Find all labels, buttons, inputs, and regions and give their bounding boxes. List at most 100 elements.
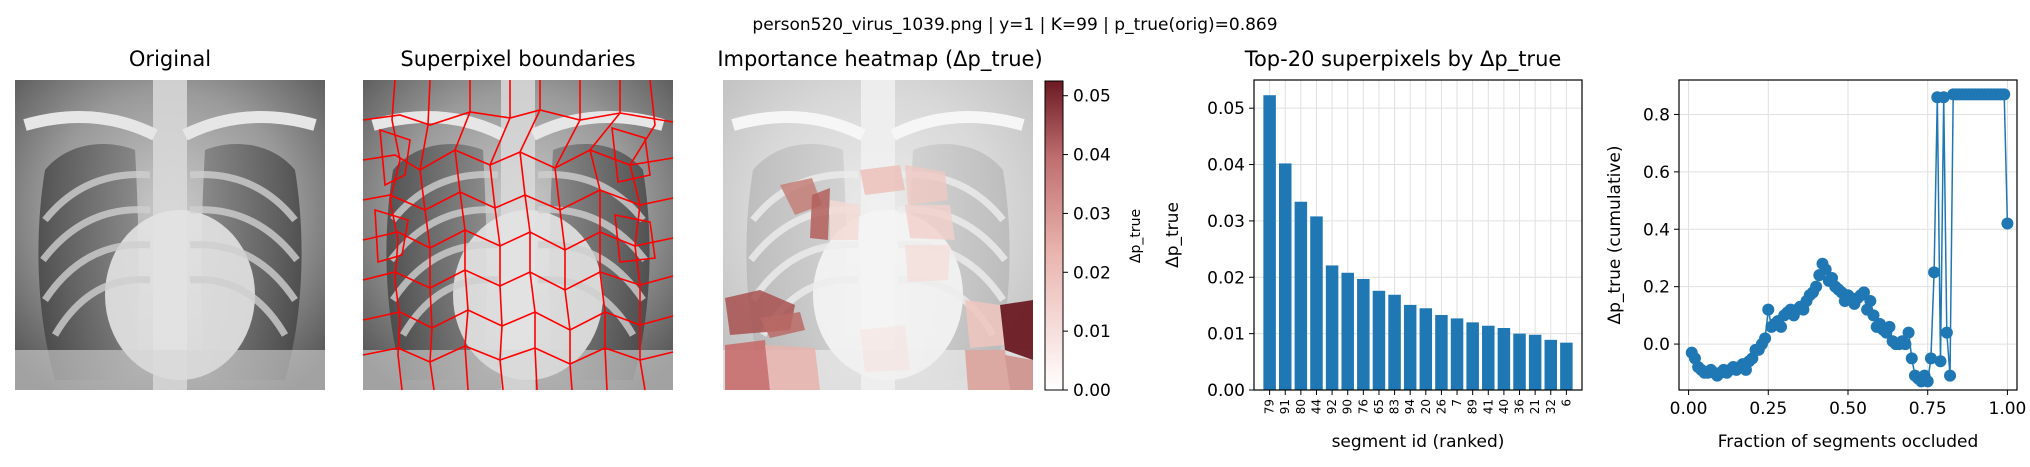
line-chart-grid xyxy=(1679,80,2017,390)
bar-ytick-label: 0.00 xyxy=(1207,381,1245,401)
bar-chart-frame xyxy=(1253,79,1583,391)
colorbar-tick-label: 0.05 xyxy=(1073,87,1111,107)
line-point xyxy=(2001,217,2014,230)
line-point xyxy=(1819,263,1832,276)
bar-xtick-label: 41 xyxy=(1481,399,1495,414)
bar-26 xyxy=(1435,315,1448,390)
line-point xyxy=(1944,369,1957,382)
panel-superpixel: Superpixel boundaries xyxy=(362,47,674,391)
colorbar-tick-label: 0.00 xyxy=(1073,381,1111,401)
line-point xyxy=(1998,88,2011,101)
line-point xyxy=(1934,355,1947,368)
line-point xyxy=(1940,326,1953,339)
panel-heatmap-title: Importance heatmap (Δp_true) xyxy=(717,47,1042,72)
colorbar-label: Δp_true xyxy=(1128,209,1144,263)
bar-chart: Top-20 superpixels by Δp_true 0.000.010.… xyxy=(1163,47,1583,452)
superpixel-image xyxy=(362,79,674,391)
bar-xtick-label: 83 xyxy=(1388,399,1402,414)
line-chart-xlabel: Fraction of segments occluded xyxy=(1718,432,1979,452)
line-point xyxy=(1810,280,1823,293)
heatmap-image xyxy=(723,80,1033,390)
panel-original-title: Original xyxy=(129,47,211,71)
bar-chart-yticks: 0.00 0.01 0.02 0.03 0.04 0.05 xyxy=(1207,99,1254,401)
bar-xtick-label: 44 xyxy=(1309,399,1323,414)
line-point xyxy=(1928,266,1941,279)
line-ytick-label: 0.2 xyxy=(1643,278,1670,298)
line-point xyxy=(1924,352,1937,365)
line-point xyxy=(1867,309,1880,322)
bar-xtick-label: 80 xyxy=(1294,399,1308,414)
bar-chart-xlabel: segment id (ranked) xyxy=(1332,432,1505,452)
bar-94 xyxy=(1403,304,1417,390)
line-chart-xticks: 0.00 0.25 0.50 0.75 1.00 xyxy=(1670,390,2027,419)
panel-superpixel-title: Superpixel boundaries xyxy=(400,47,635,71)
line-point xyxy=(1883,320,1896,333)
bar-xtick-label: 65 xyxy=(1372,399,1386,414)
line-chart-ylabel: Δp_true (cumulative) xyxy=(1605,146,1625,325)
bar-xtick-label: 90 xyxy=(1341,399,1355,414)
bar-xtick-label: 6 xyxy=(1559,399,1573,407)
line-xtick-label: 0.00 xyxy=(1670,399,1708,419)
figure-suptitle: person520_virus_1039.png | y=1 | K=99 | … xyxy=(752,15,1277,35)
heatmap-segments xyxy=(725,165,1033,390)
line-chart-series xyxy=(1685,88,2014,388)
heatmap-colorbar: 0.00 0.01 0.02 0.03 0.04 0.05 Δp_true xyxy=(1044,80,1144,401)
panel-heatmap: Importance heatmap (Δp_true) xyxy=(717,47,1144,401)
line-ytick-label: 0.8 xyxy=(1643,105,1670,125)
bar-65 xyxy=(1372,290,1386,390)
bar-ytick-label: 0.03 xyxy=(1207,212,1245,232)
bar-xtick-label: 94 xyxy=(1403,399,1417,414)
line-ytick-label: 0.4 xyxy=(1643,220,1670,240)
colorbar-gradient xyxy=(1044,80,1064,391)
bar-76 xyxy=(1357,278,1370,390)
line-point xyxy=(1857,286,1870,299)
bar-ytick-label: 0.04 xyxy=(1207,156,1245,176)
bar-chart-xticks: 79 91 80 44 92 90 76 65 83 94 20 26 7 89 41 40 36 21 32 6 xyxy=(1263,390,1573,414)
bar-41 xyxy=(1482,325,1495,390)
bar-xtick-label: 79 xyxy=(1263,399,1277,414)
bar-7 xyxy=(1450,318,1464,390)
colorbar-tick-label: 0.02 xyxy=(1073,263,1111,283)
bar-92 xyxy=(1325,265,1339,390)
line-point xyxy=(1937,91,1950,104)
bar-32 xyxy=(1544,339,1558,390)
bar-90 xyxy=(1341,272,1354,390)
line-point xyxy=(1921,375,1934,388)
line-point xyxy=(1899,338,1912,351)
bar-ytick-label: 0.05 xyxy=(1207,99,1245,119)
line-series-path xyxy=(1691,93,2009,384)
line-xtick-label: 0.25 xyxy=(1749,399,1787,419)
bar-ytick-label: 0.02 xyxy=(1207,268,1245,288)
bar-89 xyxy=(1466,322,1479,390)
bar-chart-bars xyxy=(1263,95,1573,390)
line-xtick-label: 0.50 xyxy=(1829,399,1867,419)
superpixel-boundaries xyxy=(362,79,674,391)
bar-80 xyxy=(1294,201,1308,390)
line-ytick-label: 0.0 xyxy=(1643,335,1670,355)
bar-xtick-label: 91 xyxy=(1278,399,1292,414)
bar-xtick-label: 92 xyxy=(1325,399,1339,414)
bar-20 xyxy=(1419,308,1433,390)
bar-ytick-label: 0.01 xyxy=(1207,325,1245,345)
bar-chart-title: Top-20 superpixels by Δp_true xyxy=(1244,47,1562,72)
bar-xtick-label: 40 xyxy=(1497,399,1511,414)
bar-xtick-label: 21 xyxy=(1528,399,1542,414)
bar-44 xyxy=(1310,216,1323,390)
colorbar-tick-label: 0.03 xyxy=(1073,204,1111,224)
bar-xtick-label: 36 xyxy=(1513,399,1527,414)
line-xtick-label: 1.00 xyxy=(1989,399,2027,419)
bar-xtick-label: 20 xyxy=(1419,399,1433,414)
bar-xtick-label: 32 xyxy=(1544,399,1558,414)
bar-xtick-label: 7 xyxy=(1450,399,1464,407)
line-point xyxy=(1902,326,1915,339)
line-point xyxy=(1905,352,1918,365)
line-point xyxy=(1864,295,1877,308)
line-point xyxy=(1759,332,1772,345)
bar-79 xyxy=(1263,95,1276,390)
bar-91 xyxy=(1278,163,1292,390)
colorbar-tick-label: 0.04 xyxy=(1073,146,1111,166)
line-ytick-label: 0.6 xyxy=(1643,163,1670,183)
panel-original: Original xyxy=(15,47,325,390)
line-chart-yticks: 0.0 0.2 0.4 0.6 0.8 xyxy=(1643,105,1679,355)
